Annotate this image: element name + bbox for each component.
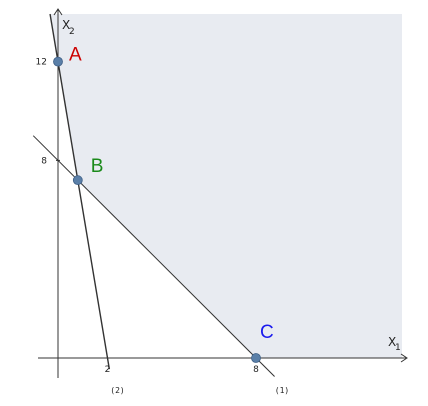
x-axis-arrow (400, 353, 408, 363)
constraint-line-2 (49, 13, 111, 370)
constraint-line-2-label: (2) (110, 386, 124, 395)
feasible-region (50, 14, 403, 358)
point-c-label: C (260, 322, 274, 343)
point-a-marker (53, 56, 63, 67)
point-c-marker (251, 353, 261, 363)
y-axis-arrow (53, 8, 63, 16)
constraint-line-1 (32, 135, 275, 377)
point-a-label: A (69, 45, 82, 66)
y-axis-label-subscript: 2 (69, 27, 75, 37)
x-tick-label: 8 (253, 365, 259, 375)
constraint-line-1-label: (1) (275, 386, 289, 395)
point-b-label: B (91, 156, 104, 177)
y-tick-label: 12 (36, 58, 47, 68)
x-axis-label-subscript: 1 (395, 343, 401, 353)
y-axis-label: X (62, 18, 70, 32)
point-b-marker (72, 175, 83, 186)
x-tick-label: 2 (105, 365, 111, 375)
x-axis-label: X (388, 335, 396, 349)
y-tick-label: 8 (41, 156, 47, 166)
